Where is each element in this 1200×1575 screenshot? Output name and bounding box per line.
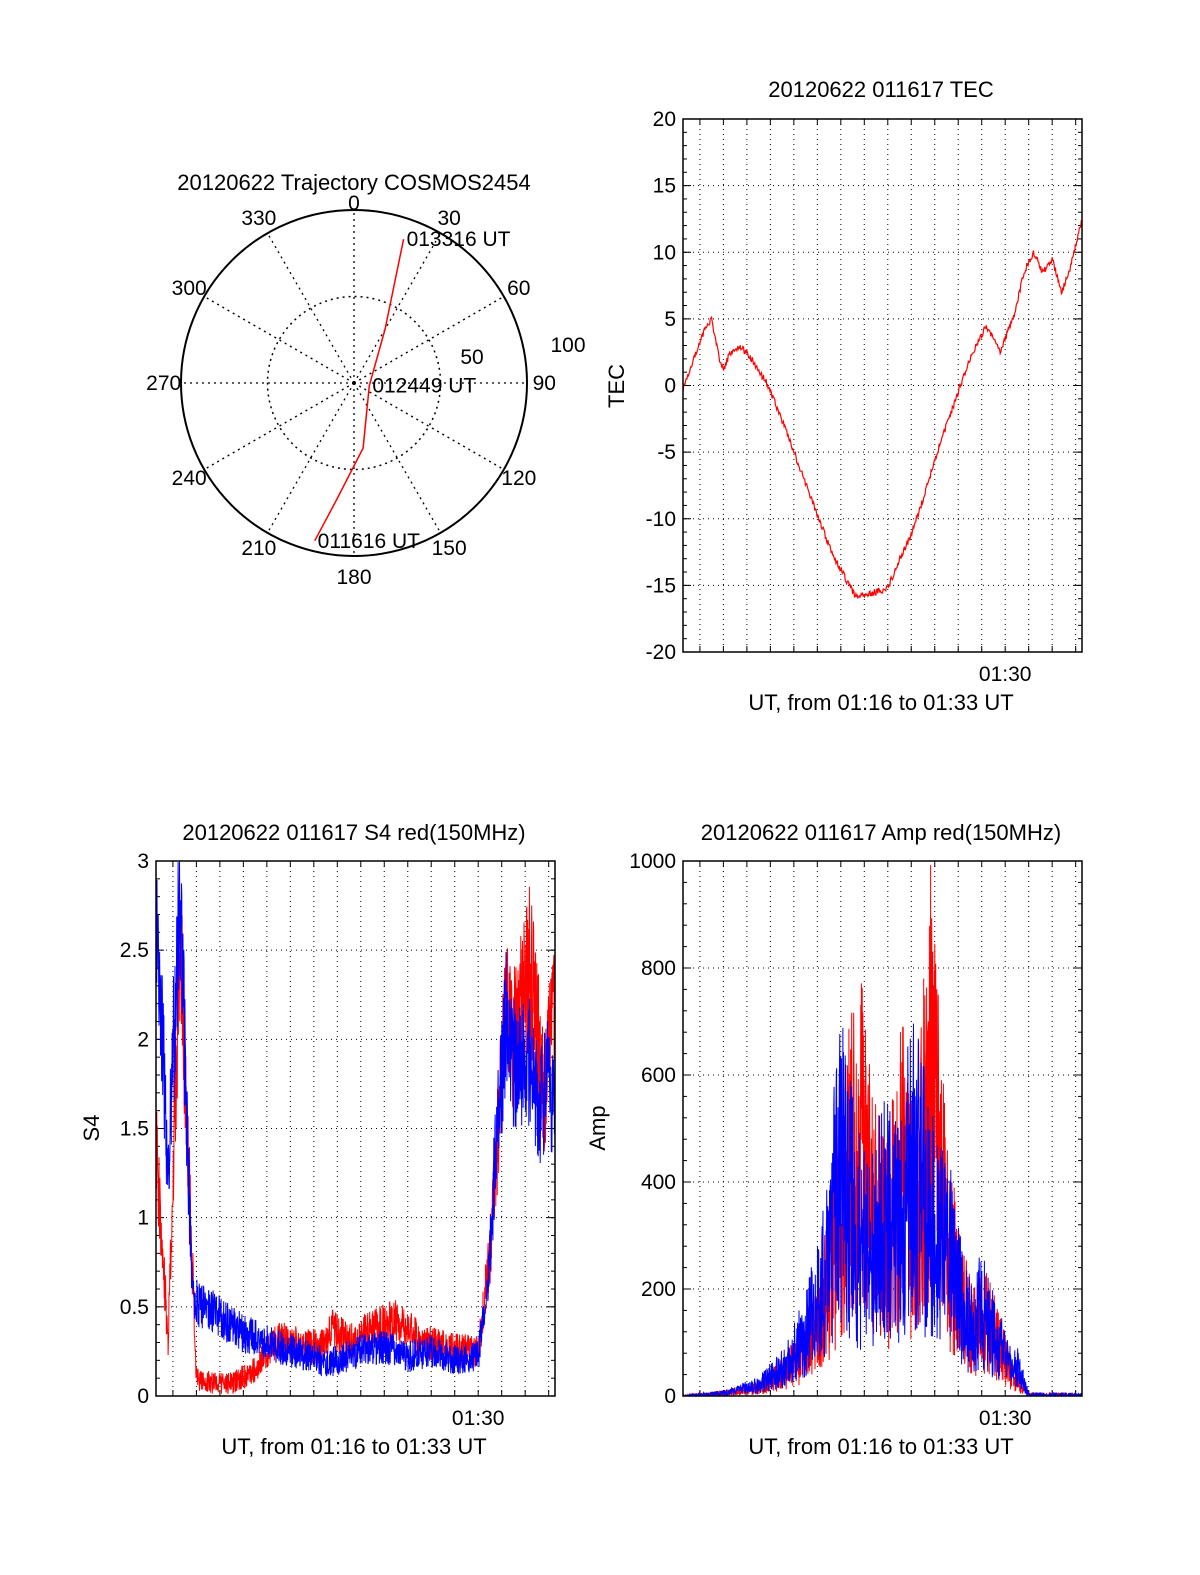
trajectory-time-label: 012449 UT — [372, 375, 476, 398]
plot-frame — [155, 860, 556, 1397]
y-tick-label: 800 — [641, 957, 676, 980]
s4-panel: 20120622 011617 S4 red(150MHz) UT, from … — [79, 820, 556, 1459]
tec-title: 20120622 011617 TEC — [768, 77, 994, 102]
polar-spoke — [353, 382, 442, 534]
s4-xlabel: UT, from 01:16 to 01:33 UT — [221, 1434, 486, 1459]
polar-spoke — [353, 295, 505, 384]
polar-outer-circle — [180, 209, 528, 557]
y-tick-label: 3 — [137, 850, 149, 873]
series-line — [156, 861, 555, 1377]
y-tick-label: 5 — [664, 308, 676, 331]
plot-frame — [682, 860, 1083, 1397]
y-tick-label: 0 — [664, 375, 676, 398]
y-tick-label: 20 — [653, 108, 676, 131]
y-tick-label: 600 — [641, 1064, 676, 1087]
polar-azimuth-label: 60 — [507, 277, 530, 300]
y-tick-label: 15 — [653, 175, 676, 198]
y-tick-label: 2.5 — [120, 939, 149, 962]
polar-azimuth-label: 90 — [533, 372, 556, 395]
polar-mid-circle — [266, 295, 442, 471]
polar-azimuth-label: 150 — [432, 537, 467, 560]
polar-azimuth-label: 0 — [348, 192, 360, 215]
amp-ylabel: Amp — [585, 1105, 610, 1150]
amp-xlabel: UT, from 01:16 to 01:33 UT — [748, 1434, 1013, 1459]
y-tick-label: 1 — [137, 1207, 149, 1230]
series-line — [683, 865, 1082, 1396]
amp-panel: 20120622 011617 Amp red(150MHz) UT, from… — [585, 820, 1083, 1459]
tec-ylabel: TEC — [604, 364, 629, 408]
y-tick-label: -15 — [646, 574, 676, 597]
series-line — [683, 220, 1082, 600]
polar-series — [314, 238, 405, 542]
polar-spoke — [353, 232, 442, 384]
polar-radial-label: 50 — [460, 346, 483, 369]
polar-azimuth-label: 300 — [172, 277, 207, 300]
polar-azimuth-label: 30 — [437, 207, 460, 230]
polar-spoke — [203, 382, 355, 471]
x-tick-label: 01:30 — [979, 663, 1032, 686]
y-tick-label: 0 — [137, 1385, 149, 1408]
y-tick-label: -20 — [646, 641, 676, 664]
polar-radial-label: 100 — [550, 334, 585, 357]
y-tick-label: 10 — [653, 241, 676, 264]
trajectory-line — [314, 238, 405, 542]
y-tick-label: 0 — [664, 1385, 676, 1408]
polar-grid — [180, 209, 528, 557]
y-tick-label: -5 — [657, 441, 676, 464]
polar-azimuth-label: 210 — [241, 537, 276, 560]
polar-spoke — [266, 382, 355, 534]
polar-azimuth-label: 240 — [172, 467, 207, 490]
polar-spoke — [266, 232, 355, 384]
y-tick-label: 200 — [641, 1278, 676, 1301]
trajectory-time-label: 011616 UT — [318, 530, 421, 553]
polar-labels: 0 30 60 90 120 150 180 210 240 270 300 330 50 100 0133… — [146, 192, 585, 589]
series-line — [683, 1023, 1082, 1396]
x-tick-label: 01:30 — [979, 1407, 1032, 1430]
s4-ylabel: S4 — [79, 1115, 104, 1142]
x-tick-label: 01:30 — [452, 1407, 505, 1430]
trajectory-time-label: 013316 UT — [407, 228, 511, 251]
polar-spoke — [203, 295, 355, 384]
y-tick-label: 1000 — [629, 850, 676, 873]
y-tick-label: 0.5 — [120, 1296, 149, 1319]
s4-title: 20120622 011617 S4 red(150MHz) — [182, 820, 525, 845]
polar-azimuth-label: 270 — [146, 372, 181, 395]
plot-frame — [682, 118, 1083, 653]
polar-azimuth-label: 180 — [336, 566, 371, 589]
y-tick-label: -10 — [646, 508, 676, 531]
y-tick-label: 2 — [137, 1028, 149, 1051]
tec-xlabel: UT, from 01:16 to 01:33 UT — [748, 690, 1013, 715]
y-tick-label: 1.5 — [120, 1118, 149, 1141]
y-tick-label: 400 — [641, 1171, 676, 1194]
polar-azimuth-label: 330 — [241, 207, 276, 230]
polar-azimuth-label: 120 — [501, 467, 536, 490]
trajectory-title: 20120622 Trajectory COSMOS2454 — [177, 170, 530, 195]
tec-panel: 20120622 011617 TEC UT, from 01:16 to 01… — [604, 77, 1083, 715]
trajectory-panel: 20120622 Trajectory COSMOS2454 0 30 60 90 12… — [146, 170, 585, 589]
polar-spoke — [353, 382, 505, 471]
amp-title: 20120622 011617 Amp red(150MHz) — [701, 820, 1061, 845]
